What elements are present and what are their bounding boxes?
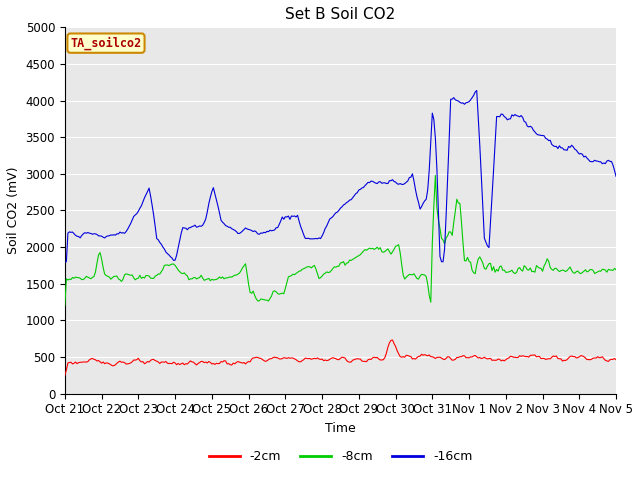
- X-axis label: Time: Time: [325, 422, 356, 435]
- Text: TA_soilco2: TA_soilco2: [70, 36, 141, 50]
- Legend: -2cm, -8cm, -16cm: -2cm, -8cm, -16cm: [204, 445, 477, 468]
- Title: Set B Soil CO2: Set B Soil CO2: [285, 7, 396, 22]
- Y-axis label: Soil CO2 (mV): Soil CO2 (mV): [7, 167, 20, 254]
